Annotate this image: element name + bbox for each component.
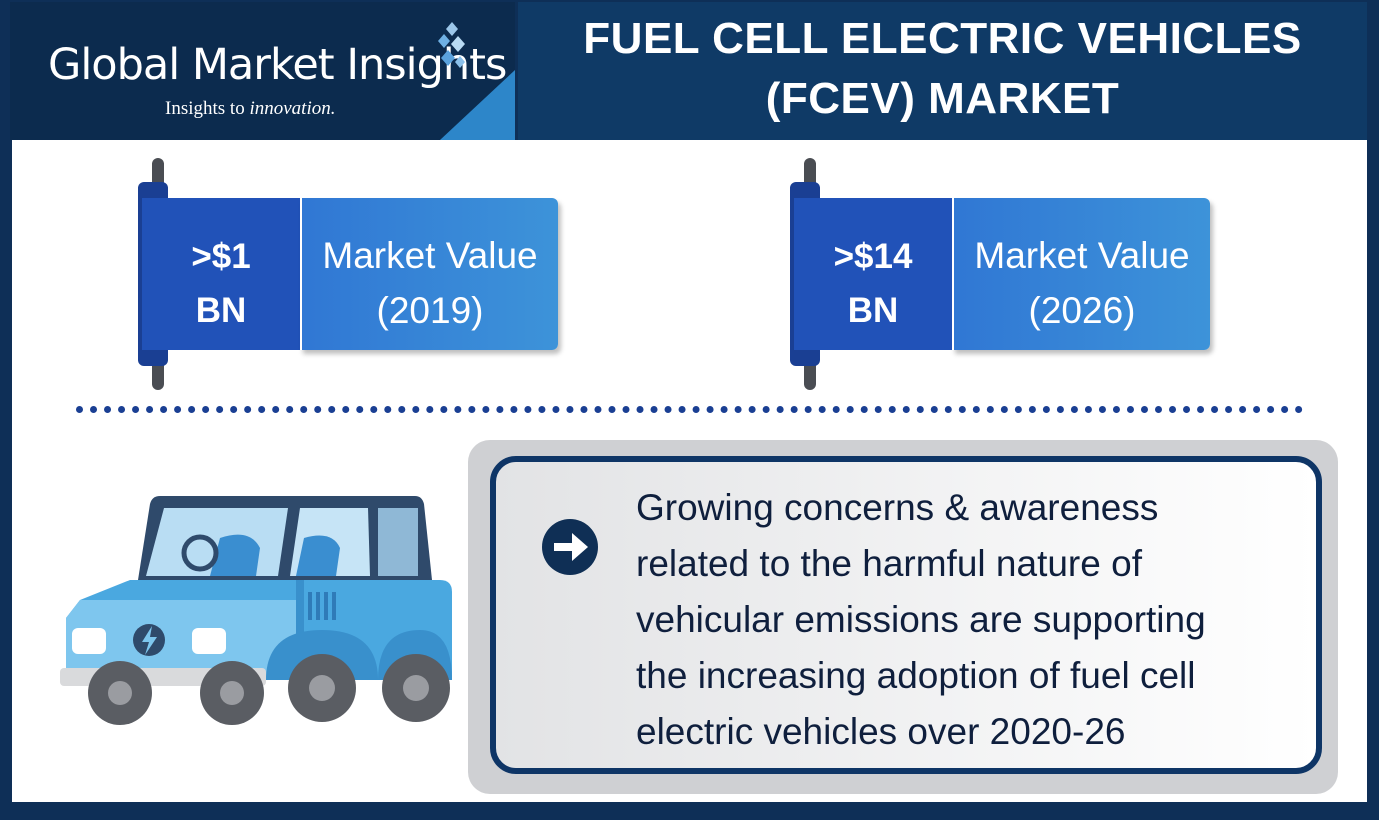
stat-banner-2019: >$1 BN Market Value (2019) [138,158,568,390]
stat-label-text: Market Value [322,235,538,276]
stat-label-panel [952,198,1210,350]
stat-banner-2026: >$14 BN Market Value (2026) [790,158,1220,390]
stat-label-panel [300,198,558,350]
page-title-line-2: (FCEV) MARKET [765,74,1120,123]
page-title-line-1: FUEL CELL ELECTRIC VEHICLES [583,14,1302,63]
brand-tagline: Insights to innovation. [165,98,335,120]
logo-panel [10,2,515,140]
diamond-logo-icon [438,22,465,68]
stat-label: Market Value (2026) [954,228,1210,338]
stat-value-amount: >$14 [833,237,913,276]
message-line: Growing concerns & awareness [636,487,1159,528]
stat-value-panel [794,198,952,350]
logo-accent-triangle [440,70,515,140]
stat-value: >$14 BN [794,230,952,338]
stat-label: Market Value (2019) [302,228,558,338]
stat-value: >$1 BN [142,230,300,338]
title-panel: FUEL CELL ELECTRIC VEHICLES (FCEV) MARKE… [518,2,1367,140]
tagline-prefix: Insights to [165,98,250,119]
message-line: related to the harmful nature of [636,543,1142,584]
dotted-divider [76,406,1303,413]
electric-car-icon [60,496,452,725]
stat-separator [300,198,302,350]
message-line: vehicular emissions are supporting [636,599,1206,640]
stat-value-panel [142,198,300,350]
stat-label-year: (2019) [376,290,484,331]
message-line: the increasing adoption of fuel cell [636,655,1196,696]
stat-label-text: Market Value [974,235,1190,276]
message-text: Growing concerns & awareness related to … [636,480,1316,760]
message-line: electric vehicles over 2020-26 [636,711,1126,752]
brand-name: Global Market Insights [48,40,507,90]
stat-value-amount: >$1 [191,237,251,276]
message-box [490,456,1322,774]
stat-separator [952,198,954,350]
tagline-emphasis: innovation. [249,98,336,119]
stat-value-unit: BN [847,291,899,330]
stat-value-unit: BN [195,291,247,330]
arrow-right-circle-icon [542,519,598,575]
stat-label-year: (2026) [1028,290,1136,331]
